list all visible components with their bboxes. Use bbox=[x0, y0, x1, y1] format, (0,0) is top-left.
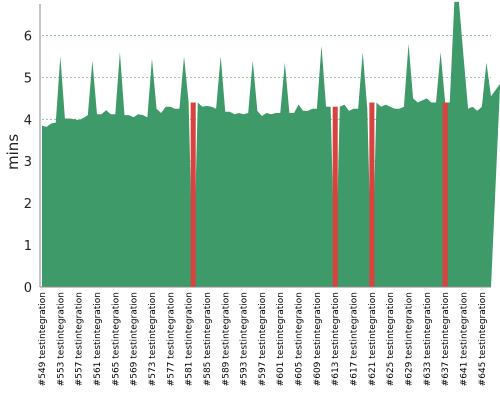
failed-build-bar-637 bbox=[442, 102, 448, 287]
y-axis-label: mins bbox=[4, 134, 22, 170]
x-tick-581: #581 testintegration bbox=[185, 292, 195, 386]
x-tick-561: #561 testintegration bbox=[93, 292, 103, 386]
y-tick-2: 2 bbox=[24, 197, 32, 212]
x-tick-573: #573 testintegration bbox=[148, 292, 158, 386]
x-tick-609: #609 testintegration bbox=[313, 292, 323, 386]
failed-build-bar-621 bbox=[369, 102, 375, 287]
x-tick-569: #569 testintegration bbox=[130, 292, 140, 386]
x-tick-593: #593 testintegration bbox=[240, 292, 250, 386]
x-tick-637: #637 testintegration bbox=[441, 292, 451, 386]
x-tick-601: #601 testintegration bbox=[276, 292, 286, 386]
x-tick-589: #589 testintegration bbox=[221, 292, 231, 386]
x-tick-557: #557 testintegration bbox=[75, 292, 85, 386]
x-tick-553: #553 testintegration bbox=[56, 292, 66, 386]
y-tick-3: 3 bbox=[24, 155, 32, 170]
x-tick-565: #565 testintegration bbox=[111, 292, 121, 386]
area-layer bbox=[42, 1, 500, 287]
x-tick-585: #585 testintegration bbox=[203, 292, 213, 386]
x-tick-577: #577 testintegration bbox=[166, 292, 176, 386]
y-tick-5: 5 bbox=[24, 71, 32, 86]
failure-bars bbox=[190, 102, 448, 287]
x-tick-625: #625 testintegration bbox=[386, 292, 396, 386]
duration-area bbox=[42, 1, 500, 287]
y-tick-labels: 0 1 2 3 4 5 6 bbox=[24, 29, 32, 296]
y-tick-4: 4 bbox=[24, 113, 32, 128]
x-tick-617: #617 testintegration bbox=[350, 292, 360, 386]
x-tick-621: #621 testintegration bbox=[368, 292, 378, 386]
x-tick-633: #633 testintegration bbox=[423, 292, 433, 386]
y-tick-6: 6 bbox=[24, 29, 32, 44]
x-tick-641: #641 testintegration bbox=[460, 292, 470, 386]
x-tick-613: #613 testintegration bbox=[331, 292, 341, 386]
x-tick-597: #597 testintegration bbox=[258, 292, 268, 386]
x-tick-629: #629 testintegration bbox=[405, 292, 415, 386]
x-tick-labels: #549 testintegration #553 testintegration… bbox=[38, 292, 488, 386]
y-tick-1: 1 bbox=[24, 239, 32, 254]
x-tick-645: #645 testintegration bbox=[478, 292, 488, 386]
x-tick-549: #549 testintegration bbox=[38, 292, 48, 386]
y-tick-0: 0 bbox=[24, 281, 32, 296]
x-tick-605: #605 testintegration bbox=[295, 292, 305, 386]
axes bbox=[39, 4, 491, 288]
failed-build-bar-582 bbox=[190, 102, 196, 287]
failed-build-bar-613 bbox=[332, 106, 338, 287]
